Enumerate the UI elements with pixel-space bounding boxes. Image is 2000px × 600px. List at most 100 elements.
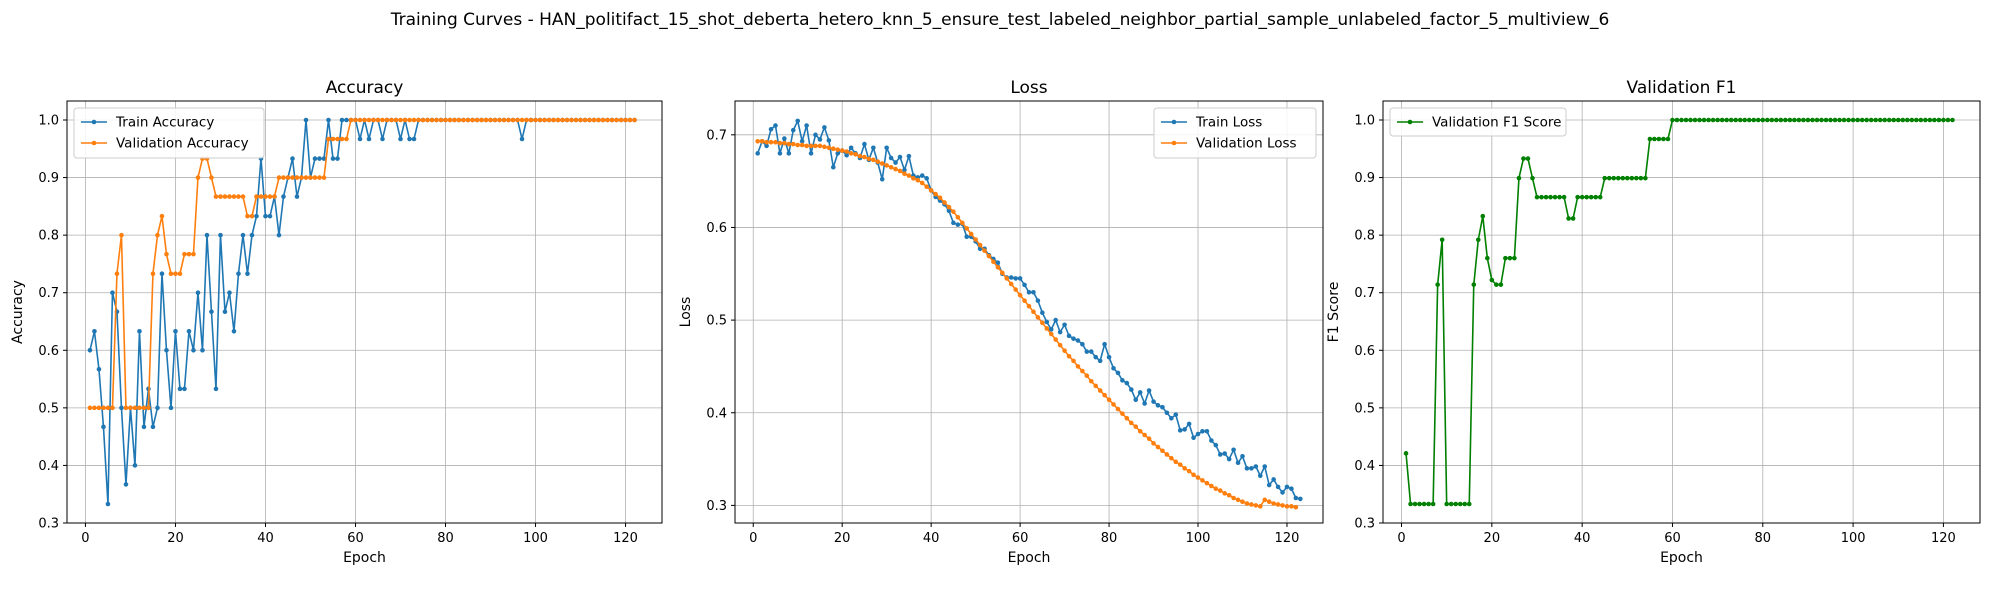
data-point — [893, 166, 898, 172]
data-point — [321, 175, 327, 180]
data-point — [1284, 484, 1290, 490]
data-point — [366, 136, 372, 142]
data-point — [1008, 281, 1014, 287]
data-point — [871, 145, 876, 151]
data-point — [1904, 117, 1910, 123]
data-point — [591, 117, 597, 123]
x-tick-label: 0 — [81, 531, 89, 546]
data-point — [1115, 406, 1121, 412]
data-point — [782, 140, 787, 146]
data-point — [200, 347, 205, 353]
x-tick-label: 80 — [1101, 531, 1118, 546]
data-point — [902, 167, 907, 173]
data-point — [1191, 435, 1196, 441]
data-point — [1417, 501, 1422, 507]
y-tick-label: 0.3 — [1354, 517, 1375, 532]
data-point — [893, 160, 898, 165]
data-point — [1093, 383, 1099, 389]
data-point — [1240, 454, 1245, 459]
legend-label: Validation Loss — [1196, 136, 1297, 152]
chart-panel-3: 0 20 40 60 80 100 120 0.3 0.4 0.5 0.6 0.7 0.8 0.9 1.0 V… — [1326, 78, 1981, 566]
y-tick-label: 0.6 — [706, 221, 727, 236]
data-point — [474, 117, 480, 123]
data-point — [1737, 117, 1743, 123]
data-point — [790, 127, 796, 133]
data-point — [1453, 501, 1459, 507]
data-point — [326, 117, 331, 123]
data-point — [1120, 411, 1125, 416]
data-point — [1195, 431, 1201, 437]
data-point — [1120, 378, 1125, 383]
data-point — [1151, 399, 1156, 404]
data-point — [245, 213, 250, 219]
panel-title: Loss — [1010, 78, 1047, 98]
data-point — [1262, 464, 1268, 469]
data-point — [1539, 194, 1544, 200]
data-point — [272, 194, 277, 199]
y-axis-label: Loss — [678, 297, 694, 328]
data-point — [1403, 451, 1409, 456]
data-point — [1000, 270, 1005, 276]
data-point — [1625, 175, 1630, 181]
data-point — [231, 328, 237, 334]
data-point — [105, 501, 111, 507]
legend-box — [1389, 107, 1567, 137]
chart-panel-1: 0 20 40 60 80 100 120 0.3 0.4 0.5 0.6 0.7 0.8 0.9 1.0 A… — [10, 78, 663, 566]
data-point — [995, 260, 1001, 265]
data-point — [1022, 282, 1027, 288]
data-point — [1075, 338, 1081, 343]
data-point — [159, 213, 165, 219]
data-point — [263, 213, 268, 219]
data-point — [1266, 499, 1272, 504]
data-point — [119, 405, 124, 411]
y-axis-label: Accuracy — [10, 280, 26, 344]
y-tick-label: 0.5 — [38, 401, 59, 416]
data-point — [101, 405, 106, 411]
data-point — [402, 117, 408, 123]
data-point — [542, 117, 547, 123]
data-point — [919, 173, 925, 178]
data-point — [991, 259, 996, 265]
data-point — [1494, 282, 1499, 287]
data-point — [519, 136, 525, 142]
y-tick-label: 0.8 — [38, 229, 59, 244]
data-point — [506, 117, 511, 123]
data-point — [1647, 136, 1653, 142]
data-point — [768, 126, 774, 132]
x-tick-label: 20 — [167, 531, 184, 546]
data-point — [1918, 117, 1924, 123]
x-axis-label: Epoch — [1660, 550, 1703, 566]
data-point — [537, 117, 543, 123]
data-point — [1271, 477, 1276, 482]
data-point — [1801, 117, 1806, 123]
data-point — [1512, 255, 1517, 261]
data-point — [1284, 504, 1290, 509]
data-point — [946, 204, 952, 210]
data-point — [132, 405, 138, 411]
data-point — [1503, 255, 1508, 261]
data-point — [510, 117, 516, 123]
data-point — [866, 156, 872, 162]
data-point — [344, 136, 349, 142]
data-point — [1213, 442, 1219, 448]
data-point — [1868, 117, 1874, 123]
data-point — [1674, 117, 1680, 123]
data-point — [919, 180, 925, 186]
data-point — [822, 144, 827, 150]
data-point — [906, 173, 912, 178]
data-point — [1146, 388, 1152, 393]
data-point — [114, 271, 120, 277]
legend-swatch-marker — [1171, 140, 1177, 146]
data-point — [1048, 331, 1054, 337]
data-point — [1932, 117, 1937, 123]
data-point — [1706, 117, 1711, 123]
data-point — [1133, 397, 1139, 403]
data-point — [1832, 117, 1838, 123]
y-tick-label: 1.0 — [38, 113, 59, 128]
data-point — [875, 159, 881, 164]
data-point — [326, 136, 331, 142]
data-point — [1471, 282, 1477, 287]
data-point — [366, 117, 372, 123]
data-point — [942, 200, 947, 205]
data-point — [438, 117, 444, 123]
